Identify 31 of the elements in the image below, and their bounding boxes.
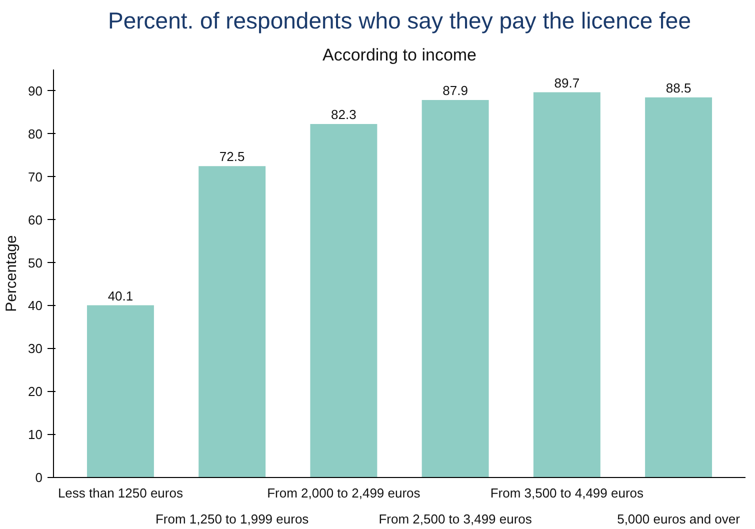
data-label: 82.3 — [331, 107, 356, 122]
y-tick-label: 60 — [28, 212, 43, 228]
chart-title: Percent. of respondents who say they pay the licence fee — [108, 8, 692, 34]
bar — [422, 100, 489, 478]
bar — [645, 97, 712, 478]
y-axis-title: Percentage — [3, 235, 20, 312]
x-tick-label: From 2,500 to 3,499 euros — [378, 512, 532, 526]
data-label: 88.5 — [666, 80, 692, 96]
data-label: 40.1 — [108, 288, 134, 304]
bar — [533, 92, 600, 478]
bar — [86, 305, 154, 478]
x-tick-label: 5,000 euros and over — [617, 512, 741, 526]
y-tick-label: 90 — [28, 83, 43, 98]
x-tick-label: Less than 1250 euros — [58, 486, 184, 500]
x-tick-label: From 1,250 to 1,999 euros — [155, 512, 310, 526]
bar — [310, 124, 378, 478]
bar — [198, 166, 266, 478]
y-tick-label: 50 — [28, 255, 43, 270]
y-tick-label: 20 — [28, 384, 43, 400]
x-tick-label: From 3,500 to 4,499 euros — [490, 486, 644, 500]
y-tick-label: 0 — [35, 470, 43, 485]
y-tick-label: 40 — [28, 298, 43, 314]
x-tick-label: From 2,000 to 2,499 euros — [267, 486, 421, 500]
data-label: 89.7 — [554, 75, 580, 90]
y-tick-label: 80 — [28, 126, 43, 142]
y-tick-label: 10 — [28, 427, 43, 442]
y-tick-label: 30 — [28, 341, 43, 356]
y-tick-label: 70 — [28, 169, 43, 184]
data-label: 72.5 — [219, 149, 245, 164]
data-label: 87.9 — [442, 82, 468, 98]
chart-subtitle: According to income — [322, 46, 477, 64]
